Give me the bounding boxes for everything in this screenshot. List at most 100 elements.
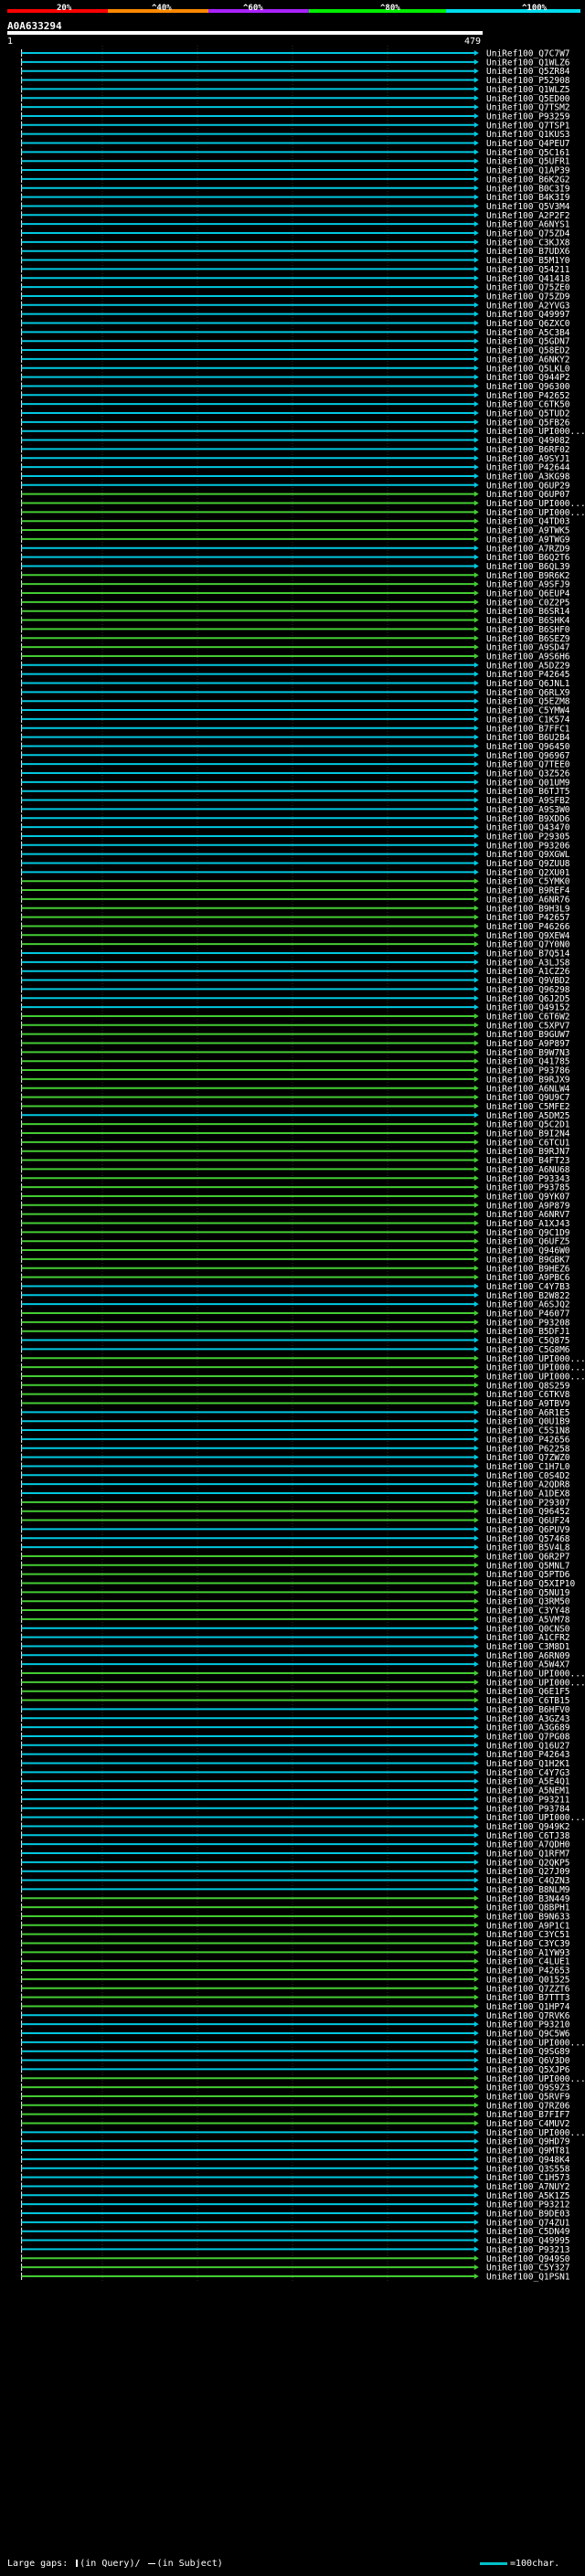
- hit-row[interactable]: UniRef100_Q75ZD4: [21, 229, 570, 239]
- hit-row[interactable]: UniRef100_Q75ZE0: [21, 283, 570, 293]
- hit-row[interactable]: UniRef100_Q7RVK6: [21, 2011, 570, 2021]
- hit-row[interactable]: UniRef100_P93785: [21, 1183, 570, 1193]
- hit-row[interactable]: UniRef100_UPI000...: [21, 1372, 585, 1382]
- hit-row[interactable]: UniRef100_B7UDX6: [21, 247, 570, 257]
- hit-label[interactable]: UniRef100_Q6R2P7: [486, 1552, 570, 1562]
- hit-row[interactable]: UniRef100_Q01525: [21, 1975, 570, 1985]
- hit-label[interactable]: UniRef100_UPI000...: [486, 1678, 585, 1688]
- hit-label[interactable]: UniRef100_P93211: [486, 1795, 570, 1805]
- hit-label[interactable]: UniRef100_Q1KUS3: [486, 130, 570, 140]
- hit-label[interactable]: UniRef100_Q944P2: [486, 373, 570, 383]
- hit-label[interactable]: UniRef100_B9GUW7: [486, 1030, 570, 1040]
- hit-label[interactable]: UniRef100_C5YMW4: [486, 706, 570, 716]
- hit-label[interactable]: UniRef100_Q7TSP1: [486, 121, 570, 131]
- hit-row[interactable]: UniRef100_Q7TEE0: [21, 760, 570, 770]
- hit-row[interactable]: UniRef100_B2W822: [21, 1291, 570, 1301]
- hit-label[interactable]: UniRef100_Q9VBD2: [486, 976, 570, 986]
- hit-label[interactable]: UniRef100_Q96967: [486, 751, 570, 761]
- hit-row[interactable]: UniRef100_Q49152: [21, 1003, 570, 1013]
- hit-label[interactable]: UniRef100_B4FT23: [486, 1156, 570, 1166]
- hit-row[interactable]: UniRef100_A9SYJ1: [21, 454, 570, 464]
- hit-label[interactable]: UniRef100_B6U2B4: [486, 733, 570, 743]
- hit-row[interactable]: UniRef100_Q75ZD9: [21, 292, 570, 302]
- hit-row[interactable]: UniRef100_Q6UFZ5: [21, 1237, 570, 1247]
- hit-label[interactable]: UniRef100_A1YW93: [486, 1948, 570, 1958]
- hit-label[interactable]: UniRef100_A6NLW4: [486, 1084, 570, 1094]
- hit-row[interactable]: UniRef100_A1XJ43: [21, 1219, 570, 1229]
- hit-label[interactable]: UniRef100_Q49152: [486, 1003, 570, 1013]
- hit-row[interactable]: UniRef100_A6NR76: [21, 895, 570, 905]
- hit-label[interactable]: UniRef100_Q9U9C7: [486, 1093, 570, 1103]
- hit-label[interactable]: UniRef100_Q1AP39: [486, 166, 570, 176]
- hit-row[interactable]: UniRef100_B6QL39: [21, 562, 570, 572]
- hit-label[interactable]: UniRef100_C3M8D1: [486, 1642, 570, 1652]
- hit-row[interactable]: UniRef100_C5XPV7: [21, 1021, 570, 1031]
- hit-label[interactable]: UniRef100_B6SHK4: [486, 616, 570, 626]
- hit-label[interactable]: UniRef100_P42644: [486, 463, 570, 473]
- hit-row[interactable]: UniRef100_A1CFR2: [21, 1633, 570, 1643]
- hit-row[interactable]: UniRef100_C5DN49: [21, 2227, 570, 2237]
- hit-label[interactable]: UniRef100_Q5PTD6: [486, 1570, 570, 1580]
- hit-row[interactable]: UniRef100_A3GZ43: [21, 1714, 570, 1724]
- hit-label[interactable]: UniRef100_Q2QKP5: [486, 1858, 570, 1868]
- hit-label[interactable]: UniRef100_A6NR76: [486, 895, 570, 905]
- hit-row[interactable]: UniRef100_UPI000...: [21, 508, 585, 518]
- hit-row[interactable]: UniRef100_C4Y7G3: [21, 1768, 570, 1778]
- hit-label[interactable]: UniRef100_C5MFE2: [486, 1102, 570, 1112]
- hit-label[interactable]: UniRef100_B9REF4: [486, 886, 570, 896]
- hit-row[interactable]: UniRef100_Q6J2D5: [21, 994, 570, 1004]
- hit-label[interactable]: UniRef100_Q7C7W7: [486, 49, 570, 59]
- hit-row[interactable]: UniRef100_Q6UP07: [21, 490, 570, 500]
- hit-row[interactable]: UniRef100_Q6R2P7: [21, 1552, 570, 1562]
- hit-label[interactable]: UniRef100_B4K3I9: [486, 193, 570, 203]
- hit-label[interactable]: UniRef100_A3KG98: [486, 472, 570, 482]
- hit-row[interactable]: UniRef100_B9RJN7: [21, 1147, 570, 1157]
- hit-label[interactable]: UniRef100_Q0CNS0: [486, 1624, 570, 1634]
- hit-label[interactable]: UniRef100_A9S6H6: [486, 652, 570, 662]
- hit-label[interactable]: UniRef100_Q5ED00: [486, 94, 570, 104]
- hit-row[interactable]: UniRef100_Q5UFR1: [21, 157, 570, 167]
- hit-row[interactable]: UniRef100_Q9S9Z3: [21, 2083, 570, 2094]
- hit-label[interactable]: UniRef100_C5G8M6: [486, 1345, 570, 1355]
- hit-row[interactable]: UniRef100_Q6UF24: [21, 1516, 570, 1526]
- hit-label[interactable]: UniRef100_Q9C5W6: [486, 2030, 570, 2040]
- hit-label[interactable]: UniRef100_Q75ZD9: [486, 292, 570, 302]
- hit-row[interactable]: UniRef100_A9TWG9: [21, 535, 570, 545]
- hit-row[interactable]: UniRef100_C6T6W2: [21, 1012, 570, 1022]
- hit-row[interactable]: UniRef100_C3YC39: [21, 1939, 570, 1949]
- hit-label[interactable]: UniRef100_C4LUE1: [486, 1957, 570, 1967]
- hit-label[interactable]: UniRef100_P62258: [486, 1444, 570, 1454]
- hit-row[interactable]: UniRef100_B6TJT5: [21, 787, 570, 797]
- hit-label[interactable]: UniRef100_C3KJX8: [486, 238, 570, 248]
- hit-row[interactable]: UniRef100_Q3RM50: [21, 1597, 570, 1607]
- hit-label[interactable]: UniRef100_A5NEM1: [486, 1786, 570, 1797]
- hit-label[interactable]: UniRef100_B6TJT5: [486, 787, 570, 797]
- hit-row[interactable]: UniRef100_C5Y327: [21, 2263, 570, 2274]
- hit-row[interactable]: UniRef100_Q2XU01: [21, 868, 570, 878]
- hit-label[interactable]: UniRef100_Q8BPH1: [486, 1903, 570, 1913]
- hit-label[interactable]: UniRef100_Q01UM9: [486, 778, 570, 788]
- hit-row[interactable]: UniRef100_Q27J09: [21, 1867, 570, 1877]
- hit-label[interactable]: UniRef100_P42657: [486, 913, 570, 923]
- hit-label[interactable]: UniRef100_P93343: [486, 1174, 570, 1184]
- hit-label[interactable]: UniRef100_Q49995: [486, 2236, 570, 2246]
- hit-label[interactable]: UniRef100_P42652: [486, 391, 570, 401]
- hit-row[interactable]: UniRef100_A9S6H6: [21, 652, 570, 662]
- hit-label[interactable]: UniRef100_Q6V3D0: [486, 2056, 570, 2066]
- hit-row[interactable]: UniRef100_A2P2F2: [21, 211, 570, 221]
- hit-label[interactable]: UniRef100_A9P1C1: [486, 1921, 570, 1931]
- hit-label[interactable]: UniRef100_Q1HP74: [486, 2002, 570, 2012]
- hit-label[interactable]: UniRef100_P93212: [486, 2200, 570, 2210]
- hit-row[interactable]: UniRef100_C1H573: [21, 2173, 570, 2183]
- hit-row[interactable]: UniRef100_B9RJX9: [21, 1075, 570, 1085]
- hit-row[interactable]: UniRef100_C6TK50: [21, 400, 570, 410]
- hit-label[interactable]: UniRef100_Q41418: [486, 274, 570, 284]
- hit-label[interactable]: UniRef100_B9XDD6: [486, 814, 570, 824]
- hit-label[interactable]: UniRef100_Q1H2K1: [486, 1759, 570, 1769]
- hit-label[interactable]: UniRef100_Q9XGWL: [486, 850, 570, 860]
- hit-row[interactable]: UniRef100_C5S1N8: [21, 1426, 570, 1436]
- hit-label[interactable]: UniRef100_Q6UP29: [486, 481, 570, 491]
- hit-label[interactable]: UniRef100_P52908: [486, 76, 570, 86]
- hit-label[interactable]: UniRef100_A1CZ26: [486, 967, 570, 977]
- hit-label[interactable]: UniRef100_P46266: [486, 922, 570, 932]
